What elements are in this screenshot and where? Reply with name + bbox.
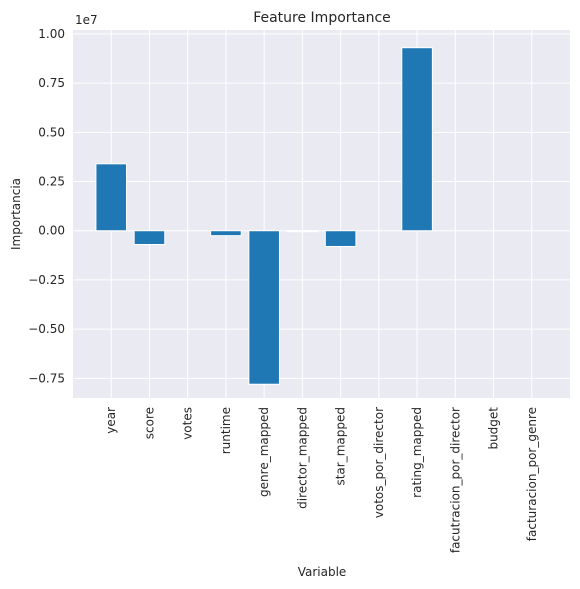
bar (248, 230, 280, 385)
bar (133, 230, 166, 246)
bar (210, 230, 242, 237)
y-tick-label: 0.00 (38, 224, 65, 238)
x-tick-label: budget (487, 407, 501, 450)
x-tick-label: score (142, 407, 156, 439)
y-tick-label: −0.25 (28, 273, 65, 287)
chart-title: Feature Importance (253, 10, 391, 26)
bar (324, 230, 357, 247)
x-tick-label: votos_por_director (372, 407, 386, 518)
x-tick-label: votes (181, 407, 195, 440)
x-tick-label: star_mapped (334, 407, 348, 486)
x-axis-label: Variable (298, 565, 347, 579)
x-tick-label: year (104, 407, 118, 434)
y-axis-label: Importancia (9, 178, 23, 250)
x-tick-label: facutracion_por_director (448, 407, 462, 553)
x-tick-label: runtime (219, 407, 233, 454)
x-tick-label: genre_mapped (257, 407, 271, 497)
bar (95, 163, 128, 232)
y-tick-label: 0.50 (38, 125, 65, 139)
y-tick-label: −0.50 (28, 322, 65, 336)
bar (401, 47, 433, 232)
offset-text: 1e7 (75, 13, 98, 27)
y-tick-label: 0.75 (38, 76, 65, 90)
x-tick-label: rating_mapped (410, 407, 424, 498)
x-tick-label: director_mapped (295, 407, 309, 509)
y-tick-label: 0.25 (38, 175, 65, 189)
bar (286, 230, 319, 233)
plot-area (73, 30, 570, 398)
x-tick-label: facturacion_por_genre (525, 407, 539, 541)
y-tick-label: 1.00 (38, 27, 65, 41)
y-tick-label: −0.75 (28, 371, 65, 385)
